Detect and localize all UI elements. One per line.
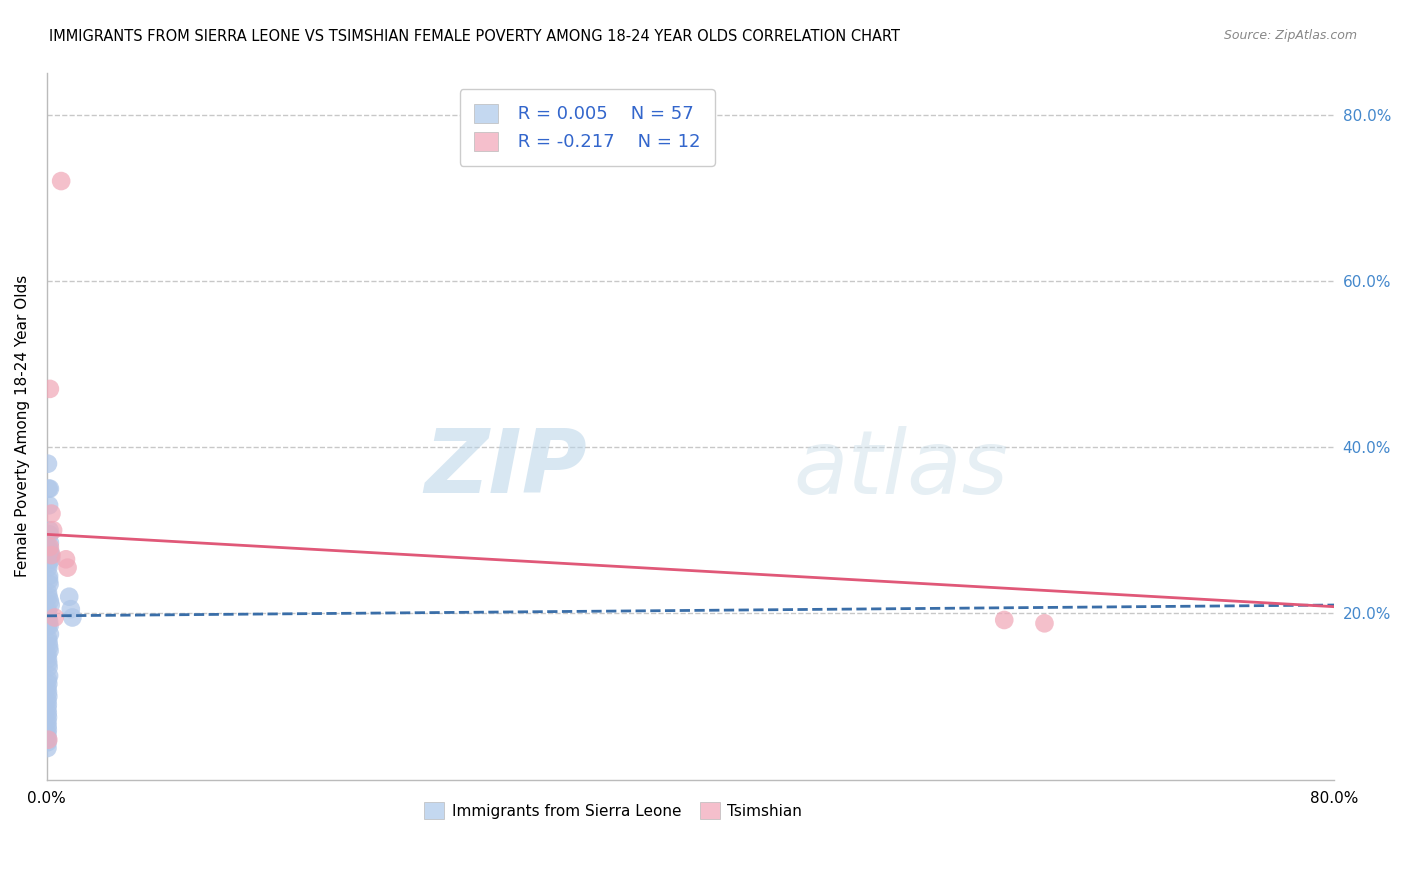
Point	[37, 710, 59, 724]
Point	[55, 552, 77, 566]
Point	[38, 573, 60, 587]
Point	[37, 602, 59, 616]
Point	[37, 685, 59, 699]
Point	[37, 732, 59, 747]
Point	[38, 594, 60, 608]
Point	[38, 627, 60, 641]
Point	[59, 602, 82, 616]
Y-axis label: Female Poverty Among 18-24 Year Olds: Female Poverty Among 18-24 Year Olds	[15, 275, 30, 577]
Point	[49, 174, 72, 188]
Point	[38, 382, 60, 396]
Point	[37, 673, 59, 687]
Point	[37, 718, 59, 732]
Point	[58, 590, 80, 604]
Point	[37, 619, 59, 633]
Point	[37, 657, 59, 671]
Point	[37, 723, 59, 737]
Point	[37, 702, 59, 716]
Point	[993, 613, 1015, 627]
Point	[39, 548, 62, 562]
Text: atlas: atlas	[793, 425, 1008, 512]
Point	[1033, 616, 1056, 631]
Point	[38, 615, 60, 629]
Point	[38, 498, 60, 512]
Point	[37, 560, 59, 574]
Point	[37, 610, 59, 624]
Point	[38, 640, 60, 654]
Point	[41, 507, 63, 521]
Point	[37, 727, 59, 741]
Point	[38, 482, 60, 496]
Point	[62, 610, 84, 624]
Point	[38, 523, 60, 537]
Point	[37, 652, 59, 666]
Point	[38, 644, 60, 658]
Point	[37, 741, 59, 756]
Legend: Immigrants from Sierra Leone, Tsimshian: Immigrants from Sierra Leone, Tsimshian	[418, 796, 808, 825]
Point	[37, 540, 59, 554]
Point	[37, 735, 59, 749]
Point	[38, 660, 60, 674]
Point	[38, 482, 60, 496]
Point	[56, 560, 79, 574]
Text: IMMIGRANTS FROM SIERRA LEONE VS TSIMSHIAN FEMALE POVERTY AMONG 18-24 YEAR OLDS C: IMMIGRANTS FROM SIERRA LEONE VS TSIMSHIA…	[49, 29, 900, 45]
Point	[38, 569, 60, 583]
Text: ZIP: ZIP	[425, 425, 588, 512]
Point	[37, 457, 59, 471]
Point	[37, 677, 59, 691]
Point	[37, 731, 59, 745]
Point	[39, 544, 62, 558]
Point	[38, 619, 60, 633]
Point	[38, 590, 60, 604]
Point	[37, 706, 59, 720]
Point	[38, 669, 60, 683]
Point	[37, 698, 59, 712]
Point	[42, 523, 65, 537]
Point	[37, 610, 59, 624]
Point	[37, 690, 59, 704]
Point	[37, 648, 59, 662]
Point	[38, 535, 60, 549]
Point	[37, 632, 59, 646]
Point	[38, 527, 60, 541]
Point	[38, 557, 60, 571]
Point	[37, 693, 59, 707]
Point	[41, 548, 63, 562]
Text: Source: ZipAtlas.com: Source: ZipAtlas.com	[1223, 29, 1357, 43]
Point	[37, 585, 59, 599]
Point	[39, 598, 62, 612]
Point	[37, 607, 59, 621]
Point	[37, 681, 59, 695]
Point	[37, 714, 59, 729]
Point	[38, 635, 60, 649]
Point	[38, 540, 60, 554]
Point	[44, 610, 66, 624]
Point	[38, 577, 60, 591]
Point	[39, 552, 62, 566]
